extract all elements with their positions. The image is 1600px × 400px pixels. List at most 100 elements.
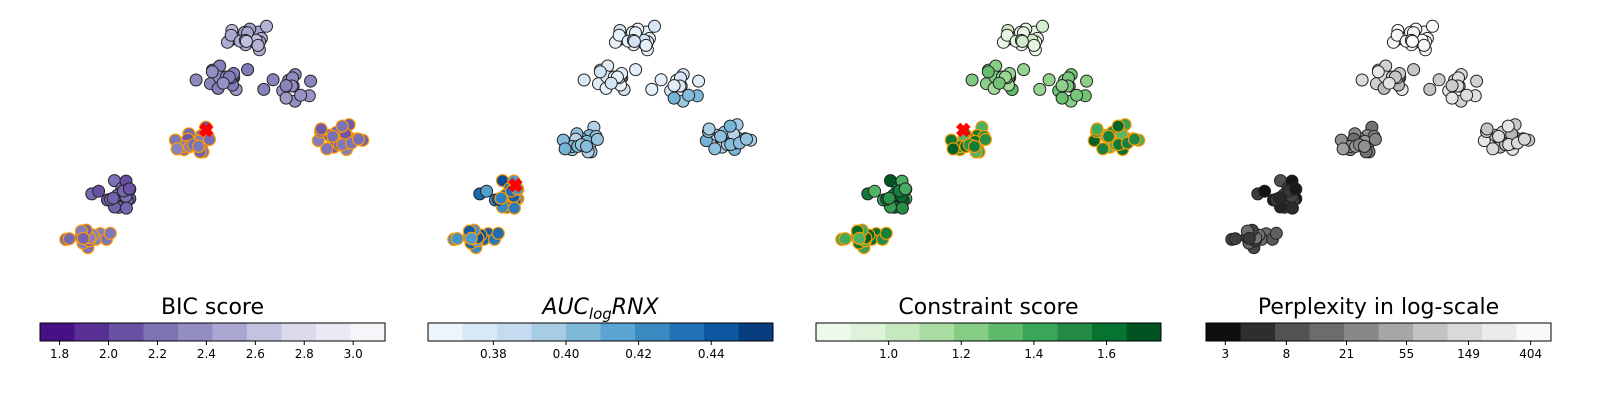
data-point xyxy=(967,139,982,153)
data-point xyxy=(612,28,626,42)
data-point xyxy=(450,232,464,246)
colorbar-segment xyxy=(1092,323,1127,341)
data-point xyxy=(1390,28,1404,42)
chart-title: BIC score xyxy=(161,295,264,320)
colorbar-segment xyxy=(1023,323,1058,341)
colorbar-segment xyxy=(178,323,213,341)
data-point xyxy=(260,19,273,33)
data-point xyxy=(103,226,117,240)
data-point xyxy=(1480,122,1494,136)
colorbar-segment xyxy=(919,323,955,341)
colorbar-tick-label: 2.4 xyxy=(197,347,216,361)
chart-title: AUClogRNX xyxy=(540,295,659,323)
colorbar-segment xyxy=(1516,323,1552,341)
data-point xyxy=(740,132,753,146)
data-point xyxy=(507,201,522,215)
data-point xyxy=(1080,74,1094,88)
chart-title: Constraint score xyxy=(898,295,1078,320)
data-point xyxy=(1269,226,1283,240)
data-point xyxy=(1445,79,1459,93)
data-point xyxy=(1382,76,1396,90)
data-point xyxy=(1096,142,1110,156)
data-point xyxy=(106,191,120,205)
data-point xyxy=(879,226,893,240)
colorbar-segment xyxy=(212,323,248,341)
data-point xyxy=(1445,91,1459,105)
colorbar-segment xyxy=(635,323,670,341)
colorbar-segment xyxy=(1126,323,1162,341)
data-point xyxy=(76,231,90,245)
colorbar-tick-label: 0.44 xyxy=(698,347,725,361)
colorbar-segment xyxy=(954,323,989,341)
colorbar-segment xyxy=(704,323,739,341)
colorbar-segment xyxy=(316,323,351,341)
data-point xyxy=(1432,73,1446,87)
colorbar-segment xyxy=(600,323,636,341)
data-point xyxy=(1405,34,1419,48)
colorbar-segment xyxy=(988,323,1024,341)
data-point xyxy=(590,132,604,146)
data-point xyxy=(314,122,328,136)
data-point xyxy=(241,63,255,77)
data-point xyxy=(882,191,896,205)
colorbar-segment xyxy=(281,323,317,341)
colorbar-segment xyxy=(1275,323,1310,341)
data-point xyxy=(224,28,238,42)
data-point xyxy=(992,76,1006,90)
data-point xyxy=(251,38,265,52)
panel-3: Constraint score 1.0 1.2 1.4 1.6 xyxy=(815,19,1162,361)
colorbar-segment xyxy=(1447,323,1483,341)
data-point xyxy=(1258,184,1272,198)
data-point xyxy=(464,231,478,245)
data-point xyxy=(654,73,668,87)
data-point xyxy=(266,73,280,87)
data-point xyxy=(1355,73,1369,87)
colorbar-tick-label: 1.4 xyxy=(1024,347,1043,361)
selected-marker xyxy=(955,122,971,138)
data-point xyxy=(714,129,728,143)
colorbar-segment xyxy=(850,323,886,341)
colorbar-frame xyxy=(1205,322,1552,342)
data-point xyxy=(1101,129,1116,143)
data-point xyxy=(1090,122,1104,136)
panel-2: AUClogRNX 0.38 0.40 0.42 0.44 xyxy=(427,19,774,361)
colorbar-tick-label: 2.2 xyxy=(148,347,167,361)
data-point xyxy=(645,82,659,96)
colorbar-tick-label: 21 xyxy=(1339,347,1354,361)
data-point xyxy=(702,122,716,136)
colorbar-segment xyxy=(1057,323,1093,341)
colorbar-frame xyxy=(427,322,774,342)
colorbar-tick-label: 3.0 xyxy=(344,347,363,361)
data-point xyxy=(868,184,882,198)
colorbar-segment xyxy=(1378,323,1414,341)
colorbar-tick-label: 3 xyxy=(1221,347,1229,361)
data-point xyxy=(1111,119,1125,133)
data-point xyxy=(682,88,696,102)
data-point xyxy=(170,142,184,156)
colorbar-tick-label: 1.2 xyxy=(952,347,971,361)
colorbar-segment xyxy=(1309,323,1345,341)
colorbar-frame xyxy=(39,322,386,342)
colorbar-segment xyxy=(885,323,920,341)
colorbar-segment xyxy=(350,323,386,341)
data-point xyxy=(946,142,960,156)
data-point xyxy=(1336,142,1350,156)
data-point xyxy=(1042,73,1056,87)
colorbar-segment xyxy=(738,323,774,341)
colorbar-tick-label: 2.6 xyxy=(246,347,265,361)
data-point xyxy=(1285,201,1299,215)
data-point xyxy=(1492,129,1506,143)
data-point xyxy=(1055,79,1069,93)
data-point xyxy=(667,79,681,93)
data-point xyxy=(1000,28,1014,42)
colorbar-segment xyxy=(669,323,705,341)
colorbar-segment xyxy=(462,323,498,341)
data-point xyxy=(1272,191,1286,205)
data-point xyxy=(1288,182,1302,196)
selected-marker xyxy=(198,122,214,138)
data-point xyxy=(62,232,76,246)
data-point xyxy=(981,65,995,79)
colorbar-tick-label: 404 xyxy=(1519,347,1542,361)
data-point xyxy=(1470,74,1484,88)
data-point xyxy=(838,232,852,246)
